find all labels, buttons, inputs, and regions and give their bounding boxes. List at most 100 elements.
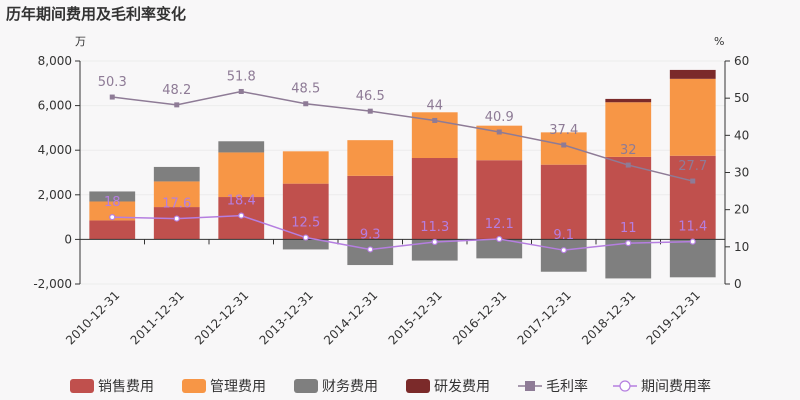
bar-财务费用[interactable] bbox=[540, 239, 587, 272]
legend-marker bbox=[619, 380, 631, 392]
bar-财务费用[interactable] bbox=[218, 141, 265, 153]
data-label-期间费用率: 17.6 bbox=[162, 197, 191, 212]
x-tick-label: 2019-12-31 bbox=[644, 288, 703, 347]
left-tick-label: 8,000 bbox=[38, 54, 72, 68]
point-期间费用率[interactable] bbox=[496, 235, 503, 243]
data-label-期间费用率: 12.5 bbox=[291, 216, 320, 231]
bar-管理费用[interactable] bbox=[669, 78, 716, 156]
bar-销售费用[interactable] bbox=[411, 158, 458, 240]
data-label-期间费用率: 11.4 bbox=[678, 220, 707, 235]
bar-销售费用[interactable] bbox=[282, 183, 329, 240]
right-tick-label: 60 bbox=[734, 54, 749, 68]
bar-管理费用[interactable] bbox=[153, 181, 200, 208]
left-tick-label: 6,000 bbox=[38, 99, 72, 113]
point-毛利率[interactable] bbox=[367, 108, 373, 114]
data-label-毛利率: 50.3 bbox=[98, 75, 127, 90]
bar-财务费用[interactable] bbox=[411, 239, 458, 261]
bar-销售费用[interactable] bbox=[669, 155, 716, 240]
point-毛利率[interactable] bbox=[303, 101, 309, 107]
x-tick-label: 2018-12-31 bbox=[579, 288, 638, 347]
point-毛利率[interactable] bbox=[174, 102, 180, 108]
point-期间费用率[interactable] bbox=[238, 212, 245, 219]
point-期间费用率[interactable] bbox=[302, 234, 309, 241]
legend-label: 毛利率 bbox=[546, 378, 588, 395]
data-label-毛利率: 46.5 bbox=[356, 89, 385, 104]
legend-item-研发费用[interactable]: 研发费用 bbox=[406, 379, 490, 395]
bar-管理费用[interactable] bbox=[89, 201, 136, 221]
point-毛利率[interactable] bbox=[690, 178, 696, 184]
right-tick-label: 20 bbox=[734, 203, 749, 217]
legend-label: 管理费用 bbox=[210, 379, 266, 395]
legend-item-期间费用率[interactable]: 期间费用率 bbox=[613, 378, 711, 395]
data-label-毛利率: 40.9 bbox=[485, 110, 514, 125]
bar-销售费用[interactable] bbox=[153, 207, 200, 240]
x-tick-label: 2015-12-31 bbox=[386, 288, 445, 347]
point-毛利率[interactable] bbox=[561, 142, 567, 148]
bar-管理费用[interactable] bbox=[218, 152, 265, 198]
bar-管理费用[interactable] bbox=[347, 140, 394, 176]
bar-销售费用[interactable] bbox=[540, 164, 587, 240]
bar-财务费用[interactable] bbox=[476, 239, 523, 259]
right-tick-label: 0 bbox=[734, 277, 742, 291]
legend-item-财务费用[interactable]: 财务费用 bbox=[294, 379, 378, 395]
bar-财务费用[interactable] bbox=[669, 239, 716, 278]
legend-item-毛利率[interactable]: 毛利率 bbox=[518, 378, 588, 395]
point-期间费用率[interactable] bbox=[560, 247, 567, 254]
legend-label: 期间费用率 bbox=[641, 378, 711, 395]
legend-label: 销售费用 bbox=[98, 379, 154, 395]
point-期间费用率[interactable] bbox=[367, 246, 374, 253]
bar-销售费用[interactable] bbox=[347, 175, 394, 240]
data-label-毛利率: 37.4 bbox=[549, 123, 578, 138]
x-tick-label: 2017-12-31 bbox=[515, 288, 574, 347]
bar-管理费用[interactable] bbox=[605, 102, 652, 157]
legend-swatch bbox=[70, 379, 94, 393]
bar-财务费用[interactable] bbox=[89, 191, 136, 202]
x-tick-label: 2011-12-31 bbox=[128, 288, 187, 347]
point-毛利率[interactable] bbox=[432, 117, 438, 123]
left-tick-label: 4,000 bbox=[38, 143, 72, 157]
legend[interactable]: 销售费用 管理费用 财务费用 研发费用 毛利率 期间费用率 bbox=[70, 378, 711, 395]
point-毛利率[interactable] bbox=[625, 162, 631, 168]
point-期间费用率[interactable] bbox=[689, 238, 696, 245]
data-label-期间费用率: 9.1 bbox=[553, 228, 574, 243]
data-label-毛利率: 48.2 bbox=[162, 83, 191, 98]
bar-销售费用[interactable] bbox=[605, 156, 652, 240]
x-tick-label: 2014-12-31 bbox=[321, 288, 380, 347]
bars-layer bbox=[89, 69, 716, 279]
bar-销售费用[interactable] bbox=[476, 160, 523, 240]
bar-管理费用[interactable] bbox=[540, 132, 587, 165]
point-期间费用率[interactable] bbox=[109, 214, 116, 221]
lines-layer: 50.3 48.2 51.8 48.5 46.5 44 40.9 37.4 32 27.7 18 17… bbox=[98, 69, 707, 254]
bar-销售费用[interactable] bbox=[89, 220, 136, 240]
legend-marker bbox=[525, 381, 535, 391]
data-label-期间费用率: 12.1 bbox=[485, 217, 514, 232]
point-毛利率[interactable] bbox=[238, 88, 244, 94]
right-tick-label: 50 bbox=[734, 91, 749, 105]
x-tick-label: 2016-12-31 bbox=[450, 288, 509, 347]
data-label-期间费用率: 11 bbox=[620, 221, 637, 236]
legend-swatch bbox=[182, 379, 206, 393]
point-期间费用率[interactable] bbox=[173, 215, 180, 222]
legend-item-销售费用[interactable]: 销售费用 bbox=[70, 379, 154, 395]
left-tick-label: -2,000 bbox=[33, 277, 72, 291]
legend-swatch bbox=[294, 379, 318, 393]
data-label-毛利率: 27.7 bbox=[678, 159, 707, 174]
legend-swatch bbox=[406, 379, 430, 393]
data-label-期间费用率: 18.4 bbox=[227, 194, 256, 209]
legend-item-管理费用[interactable]: 管理费用 bbox=[182, 379, 266, 395]
point-期间费用率[interactable] bbox=[431, 238, 438, 246]
data-label-期间费用率: 11.3 bbox=[420, 220, 449, 235]
bar-财务费用[interactable] bbox=[282, 239, 329, 250]
x-tick-label: 2010-12-31 bbox=[63, 288, 122, 347]
bar-管理费用[interactable] bbox=[282, 151, 329, 184]
line-毛利率 bbox=[112, 90, 693, 182]
legend-label: 财务费用 bbox=[322, 379, 378, 395]
point-期间费用率[interactable] bbox=[625, 240, 632, 247]
bar-研发费用[interactable] bbox=[669, 69, 716, 79]
point-毛利率[interactable] bbox=[109, 94, 115, 100]
right-axis-unit: % bbox=[714, 35, 724, 48]
bar-财务费用[interactable] bbox=[153, 166, 200, 182]
bar-研发费用[interactable] bbox=[605, 98, 652, 103]
left-tick-label: 2,000 bbox=[38, 188, 72, 202]
point-毛利率[interactable] bbox=[496, 129, 502, 135]
